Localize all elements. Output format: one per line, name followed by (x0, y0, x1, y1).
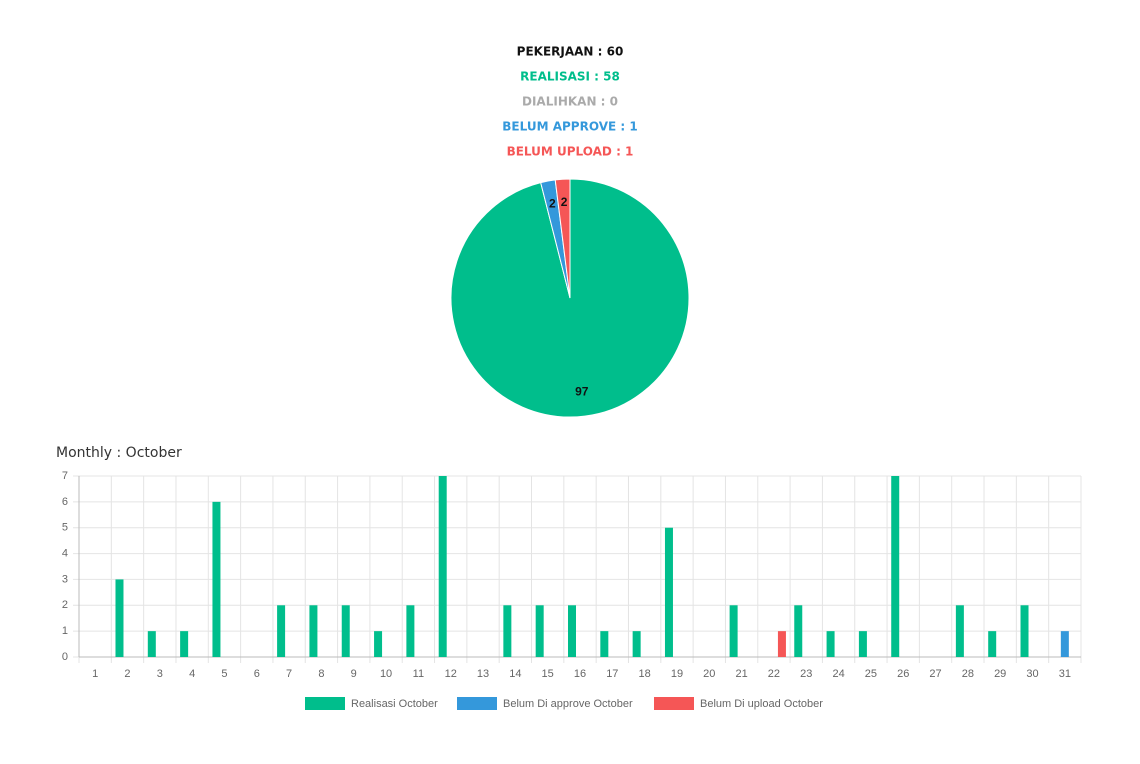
x-tick-label: 27 (929, 668, 941, 680)
x-tick-label: 21 (735, 668, 747, 680)
x-tick-label: 17 (606, 668, 618, 680)
x-tick-label: 9 (351, 668, 357, 680)
x-tick-label: 4 (189, 668, 195, 680)
x-tick-label: 18 (639, 668, 651, 680)
x-tick-label: 6 (254, 668, 260, 680)
bar (988, 631, 997, 657)
bar (1020, 605, 1029, 657)
x-tick-label: 28 (962, 668, 974, 680)
x-tick-label: 10 (380, 668, 392, 680)
legend-label: Realisasi October (351, 698, 438, 710)
bar (664, 527, 673, 657)
bar (212, 501, 221, 657)
bar (277, 605, 286, 657)
y-tick-label: 2 (62, 599, 68, 611)
bar (180, 631, 189, 657)
bar (535, 605, 544, 657)
bar (632, 631, 641, 657)
bar (777, 631, 786, 657)
bar (858, 631, 867, 657)
bar (406, 605, 415, 657)
bar (438, 476, 447, 657)
pie-label: 2 (561, 195, 568, 209)
summary-line: PEKERJAAN : 60 (517, 45, 624, 59)
chart-title: Monthly : October (56, 445, 182, 461)
x-tick-label: 11 (413, 668, 424, 680)
x-tick-label: 15 (542, 668, 554, 680)
x-tick-label: 29 (994, 668, 1006, 680)
x-tick-label: 23 (800, 668, 812, 680)
x-tick-label: 16 (574, 668, 586, 680)
legend-swatch (654, 697, 694, 710)
x-tick-label: 7 (286, 668, 292, 680)
y-tick-label: 0 (62, 651, 68, 663)
y-tick-label: 5 (62, 522, 68, 534)
bar (503, 605, 512, 657)
pie-label: 97 (575, 385, 589, 399)
bar (794, 605, 803, 657)
x-tick-label: 19 (671, 668, 683, 680)
bar (1060, 631, 1069, 657)
y-tick-label: 6 (62, 496, 68, 508)
summary-line: DIALIHKAN : 0 (522, 95, 618, 109)
x-tick-label: 13 (477, 668, 489, 680)
y-tick-label: 1 (62, 625, 68, 637)
bar (891, 476, 900, 657)
bar (309, 605, 318, 657)
x-tick-label: 14 (509, 668, 521, 680)
x-tick-label: 3 (157, 668, 163, 680)
x-tick-label: 31 (1059, 668, 1071, 680)
x-tick-label: 12 (445, 668, 457, 680)
bar (374, 631, 383, 657)
x-tick-label: 26 (897, 668, 909, 680)
bar (147, 631, 156, 657)
legend-label: Belum Di approve October (503, 698, 633, 710)
summary-line: BELUM UPLOAD : 1 (507, 145, 634, 159)
x-tick-label: 2 (124, 668, 130, 680)
x-tick-label: 24 (832, 668, 844, 680)
bar (341, 605, 350, 657)
bar (826, 631, 835, 657)
x-tick-label: 25 (865, 668, 877, 680)
x-tick-label: 30 (1026, 668, 1038, 680)
y-tick-label: 7 (62, 470, 68, 482)
y-tick-label: 3 (62, 573, 68, 585)
x-tick-label: 8 (318, 668, 324, 680)
legend-swatch (457, 697, 497, 710)
x-tick-label: 22 (768, 668, 780, 680)
pie-slice (554, 178, 571, 299)
bar (955, 605, 964, 657)
bar (600, 631, 609, 657)
legend-swatch (305, 697, 345, 710)
x-tick-label: 1 (92, 668, 98, 680)
x-tick-label: 20 (703, 668, 715, 680)
pie-label: 2 (549, 197, 556, 211)
bar (115, 579, 124, 657)
bar (729, 605, 738, 657)
legend-label: Belum Di upload October (700, 698, 823, 710)
x-tick-label: 5 (221, 668, 227, 680)
summary-line: BELUM APPROVE : 1 (502, 120, 637, 134)
summary-line: REALISASI : 58 (520, 70, 620, 84)
bar (568, 605, 576, 657)
y-tick-label: 4 (62, 547, 68, 559)
